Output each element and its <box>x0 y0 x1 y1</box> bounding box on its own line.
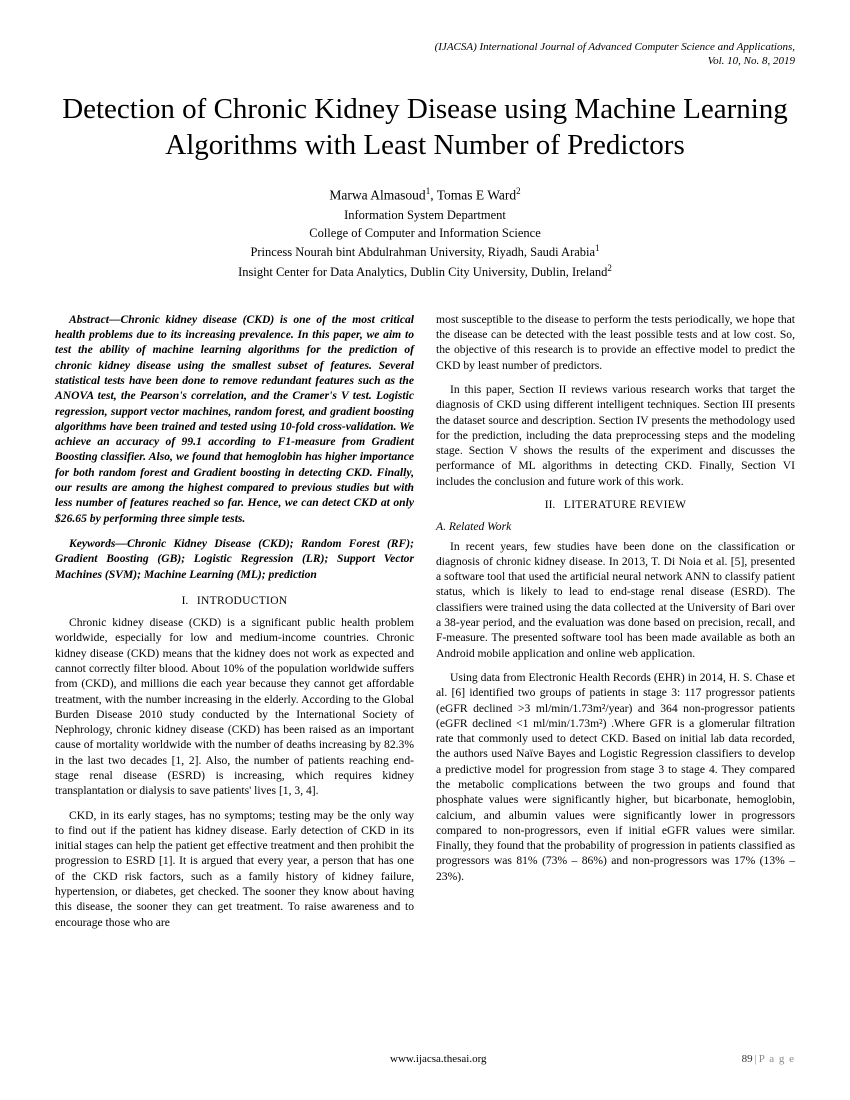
left-column: Abstract—Chronic kidney disease (CKD) is… <box>55 312 414 1045</box>
abstract-text: Chronic kidney disease (CKD) is one of t… <box>55 313 414 525</box>
author-1: Marwa Almasoud <box>329 188 425 203</box>
affiliation-2: Insight Center for Data Analytics, Dubli… <box>55 262 795 282</box>
two-column-body: Abstract—Chronic kidney disease (CKD) is… <box>55 312 795 1045</box>
section-title: LITERATURE REVIEW <box>564 499 686 511</box>
page-container: (IJACSA) International Journal of Advanc… <box>0 0 850 1100</box>
author-2: , Tomas E Ward <box>430 188 516 203</box>
college: College of Computer and Information Scie… <box>55 225 795 243</box>
header-meta: (IJACSA) International Journal of Advanc… <box>55 40 795 69</box>
lit-paragraph-1: In recent years, few studies have been d… <box>436 539 795 661</box>
page-footer: www.ijacsa.thesai.org 89|P a g e <box>55 1053 795 1065</box>
keywords-lead: Keywords— <box>69 537 127 550</box>
intro-paragraph-1: Chronic kidney disease (CKD) is a signif… <box>55 615 414 799</box>
affiliation-1: Princess Nourah bint Abdulrahman Univers… <box>55 242 795 262</box>
col2-paragraph-2: In this paper, Section II reviews variou… <box>436 382 795 489</box>
abstract: Abstract—Chronic kidney disease (CKD) is… <box>55 312 414 526</box>
divider-icon: | <box>755 1053 757 1065</box>
section-intro-heading: I. INTRODUCTION <box>55 594 414 609</box>
section-num: II. <box>545 499 556 511</box>
section-title: INTRODUCTION <box>197 595 287 607</box>
authors-block: Marwa Almasoud1, Tomas E Ward2 Informati… <box>55 185 795 282</box>
section-num: I. <box>182 595 189 607</box>
lit-paragraph-2: Using data from Electronic Health Record… <box>436 670 795 884</box>
paper-title: Detection of Chronic Kidney Disease usin… <box>55 91 795 164</box>
keywords: Keywords—Chronic Kidney Disease (CKD); R… <box>55 536 414 582</box>
section-lit-heading: II. LITERATURE REVIEW <box>436 498 795 513</box>
journal-volume: Vol. 10, No. 8, 2019 <box>55 54 795 68</box>
footer-url: www.ijacsa.thesai.org <box>135 1053 742 1065</box>
subsection-related-work: A. Related Work <box>436 519 795 534</box>
abstract-lead: Abstract— <box>69 313 121 326</box>
journal-name: (IJACSA) International Journal of Advanc… <box>55 40 795 54</box>
right-column: most susceptible to the disease to perfo… <box>436 312 795 1045</box>
author-names: Marwa Almasoud1, Tomas E Ward2 <box>55 185 795 205</box>
col2-paragraph-1: most susceptible to the disease to perfo… <box>436 312 795 373</box>
intro-paragraph-2: CKD, in its early stages, has no symptom… <box>55 808 414 930</box>
department: Information System Department <box>55 207 795 225</box>
page-number: 89 <box>742 1053 753 1065</box>
footer-page: 89|P a g e <box>742 1053 795 1065</box>
page-label: P a g e <box>759 1053 795 1065</box>
author-2-sup: 2 <box>516 186 521 196</box>
